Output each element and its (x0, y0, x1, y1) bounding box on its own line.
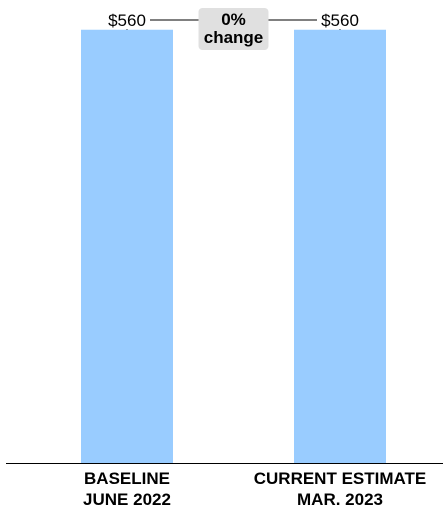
category-label-0-0: BASELINE (84, 469, 170, 488)
category-label-1-0: CURRENT ESTIMATE (254, 469, 427, 488)
labels-group: $560 BASELINE JUNE 2022 $560 CURRENT ESTIMAT… (83, 8, 426, 506)
data-label-1: $560 (321, 11, 359, 30)
change-annotation-box (198, 8, 269, 50)
connector-lines (126, 19, 341, 30)
data-label-0: $560 (108, 11, 146, 30)
bar-0 (81, 29, 173, 463)
category-label-1-1: MAR. 2023 (297, 490, 383, 506)
change-annotation-line-1: change (204, 28, 264, 47)
bar-1 (294, 29, 386, 463)
bars-group (81, 29, 386, 463)
change-annotation-line-0: 0% (221, 10, 246, 29)
category-label-0-1: JUNE 2022 (83, 490, 171, 506)
